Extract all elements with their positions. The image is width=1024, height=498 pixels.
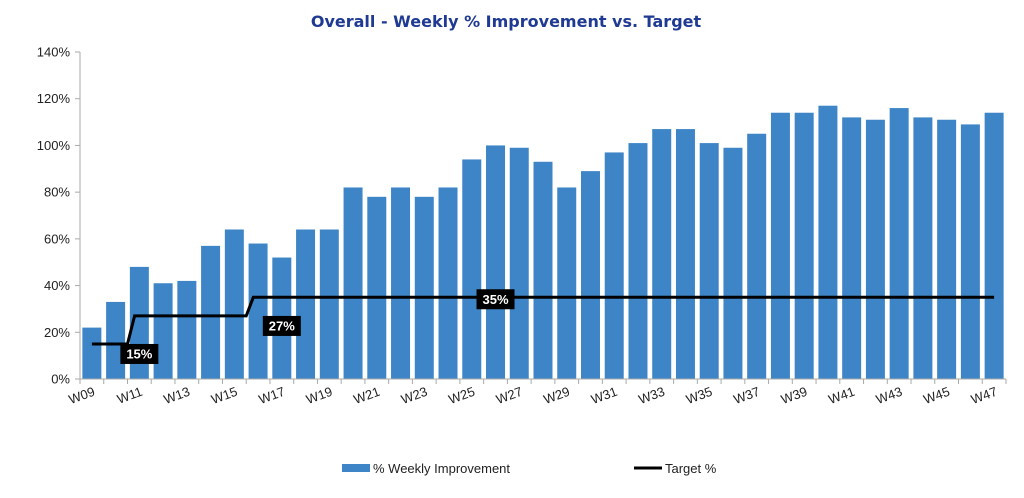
bar-W30 xyxy=(580,171,600,379)
bar-W09 xyxy=(82,327,102,379)
bar-W35 xyxy=(699,143,719,379)
bar-W37 xyxy=(747,133,767,379)
legend-swatch-bar xyxy=(342,464,370,472)
y-tick-label: 20% xyxy=(44,325,70,340)
legend-label-line: Target % xyxy=(665,461,717,476)
bar-W28 xyxy=(533,161,553,379)
bar-W10 xyxy=(106,301,126,379)
x-tick-label: W11 xyxy=(115,384,144,407)
x-tick-label: W21 xyxy=(352,384,382,407)
bar-W27 xyxy=(509,147,529,379)
y-tick-label: 120% xyxy=(37,91,71,106)
callout-box xyxy=(120,343,159,364)
bar-W15 xyxy=(224,229,244,379)
y-tick-label: 0% xyxy=(51,372,70,387)
x-tick-label: W35 xyxy=(684,384,714,407)
x-tick-label: W47 xyxy=(969,384,999,407)
y-tick-label: 140% xyxy=(37,45,71,60)
x-tick-label: W19 xyxy=(304,384,334,407)
bar-W25 xyxy=(462,159,482,379)
bar-W42 xyxy=(865,119,885,380)
bar-W41 xyxy=(842,117,862,380)
x-tick-label: W39 xyxy=(779,384,809,407)
bar-W22 xyxy=(391,187,411,379)
x-tick-label: W09 xyxy=(67,384,97,407)
bar-W39 xyxy=(794,112,814,379)
bar-W46 xyxy=(960,124,980,379)
y-tick-label: 80% xyxy=(44,185,70,200)
bar-W20 xyxy=(343,187,363,379)
x-tick-label: W45 xyxy=(921,384,951,407)
x-tick-label: W29 xyxy=(542,384,572,407)
bar-W29 xyxy=(557,187,577,379)
x-tick-label: W43 xyxy=(874,384,904,407)
x-tick-label: W37 xyxy=(731,384,761,407)
callout-label: 35% xyxy=(482,292,508,307)
bar-W32 xyxy=(628,143,648,379)
x-tick-label: W33 xyxy=(636,384,666,407)
bar-W44 xyxy=(913,117,933,380)
bar-W31 xyxy=(604,152,624,379)
bar-W45 xyxy=(937,119,957,380)
x-tick-label: W17 xyxy=(257,384,287,407)
bar-W38 xyxy=(770,112,790,379)
bar-W21 xyxy=(367,196,387,379)
bar-W13 xyxy=(177,280,197,379)
bar-W43 xyxy=(889,108,909,379)
bar-W19 xyxy=(319,229,339,379)
bar-W47 xyxy=(984,112,1004,379)
x-axis: W09 W11 W13 W15 W17 W19 W21 W23 W25 W27 W29 W31 W33 W… xyxy=(67,378,1007,407)
legend: % Weekly Improvement Target % xyxy=(342,461,717,476)
bar-W40 xyxy=(818,105,838,379)
y-tick-label: 40% xyxy=(44,278,70,293)
callout-label: 27% xyxy=(269,318,295,333)
bar-W33 xyxy=(652,129,672,379)
bar-W23 xyxy=(414,196,434,379)
bar-W26 xyxy=(486,145,506,379)
bar-W12 xyxy=(153,283,173,379)
bar-W14 xyxy=(201,245,221,379)
bar-series xyxy=(82,105,1004,380)
y-tick-label: 60% xyxy=(44,231,70,246)
x-tick-label: W27 xyxy=(494,384,524,407)
bar-W16 xyxy=(248,243,268,379)
legend-label-bar: % Weekly Improvement xyxy=(373,461,510,476)
bar-W18 xyxy=(296,229,316,379)
callout-box xyxy=(476,289,515,310)
callout-box xyxy=(262,315,301,336)
y-tick-label: 100% xyxy=(37,138,71,153)
y-axis: 0% 20% 40% 60% 80% 100% 120% 140% xyxy=(37,45,81,387)
callout-label: 15% xyxy=(126,346,152,361)
x-tick-label: W13 xyxy=(162,384,192,407)
bar-W34 xyxy=(675,129,695,379)
bar-W24 xyxy=(438,187,458,379)
x-tick-label: W31 xyxy=(589,384,619,407)
bar-W36 xyxy=(723,147,743,379)
x-tick-label: W25 xyxy=(447,384,477,407)
x-tick-label: W15 xyxy=(209,384,239,407)
target-callouts: 15% 27% 35% xyxy=(120,289,515,364)
x-tick-label: W23 xyxy=(399,384,429,407)
chart-title: Overall - Weekly % Improvement vs. Targe… xyxy=(310,12,702,31)
x-tick-label: W41 xyxy=(826,384,856,407)
